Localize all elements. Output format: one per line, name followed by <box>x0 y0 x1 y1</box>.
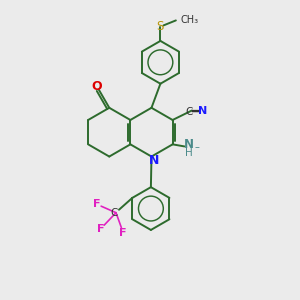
Text: CH₃: CH₃ <box>180 15 198 25</box>
Text: F: F <box>97 224 104 234</box>
Text: C: C <box>185 107 193 117</box>
Text: O: O <box>91 80 102 93</box>
Text: F: F <box>92 199 100 209</box>
Text: F: F <box>119 228 127 238</box>
Text: –: – <box>194 142 200 152</box>
Text: N: N <box>149 154 159 167</box>
Text: N: N <box>198 106 208 116</box>
Text: S: S <box>157 20 164 33</box>
Text: H: H <box>185 148 193 158</box>
Text: C: C <box>111 208 118 218</box>
Text: N: N <box>184 138 194 151</box>
